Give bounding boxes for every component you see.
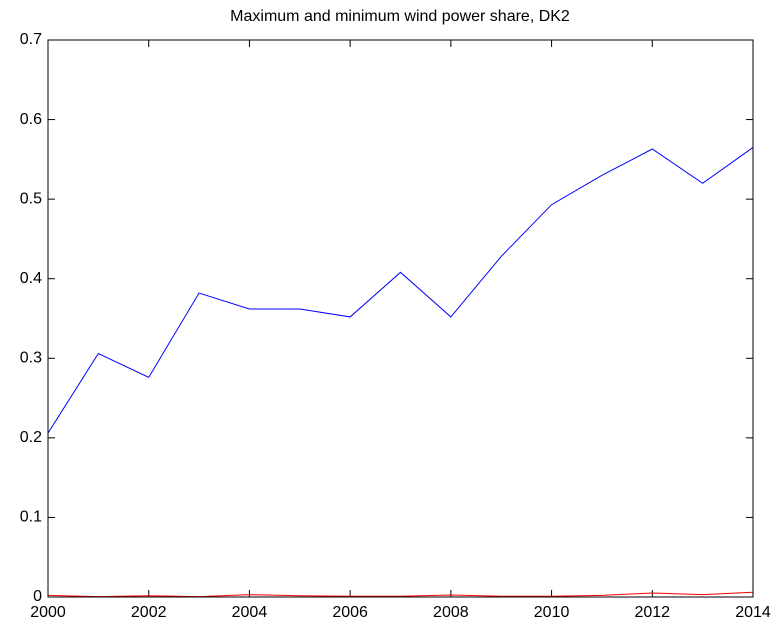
x-tick-label: 2004 [232, 604, 268, 621]
x-tick-label: 2006 [332, 604, 368, 621]
plot-frame [47, 39, 754, 598]
y-tick-label: 0 [33, 588, 42, 605]
data-line [47, 591, 754, 598]
x-tick-label: 2014 [735, 604, 771, 621]
y-tick-label: 0.6 [20, 111, 42, 128]
x-tick-label: 2012 [634, 604, 670, 621]
x-tick-label: 2010 [534, 604, 570, 621]
y-tick-label: 0.3 [20, 350, 42, 367]
x-tick-label: 2000 [30, 604, 66, 621]
y-tick-label: 0.5 [20, 190, 42, 207]
chart-title: Maximum and minimum wind power share, DK… [230, 8, 570, 25]
y-tick-label: 0.2 [20, 429, 42, 446]
data-line [47, 147, 754, 434]
y-tick-label: 0.7 [20, 31, 42, 48]
y-tick-label: 0.4 [20, 270, 42, 287]
x-tick-label: 2002 [131, 604, 167, 621]
y-tick-label: 0.1 [20, 509, 42, 526]
x-tick-label: 2008 [433, 604, 469, 621]
